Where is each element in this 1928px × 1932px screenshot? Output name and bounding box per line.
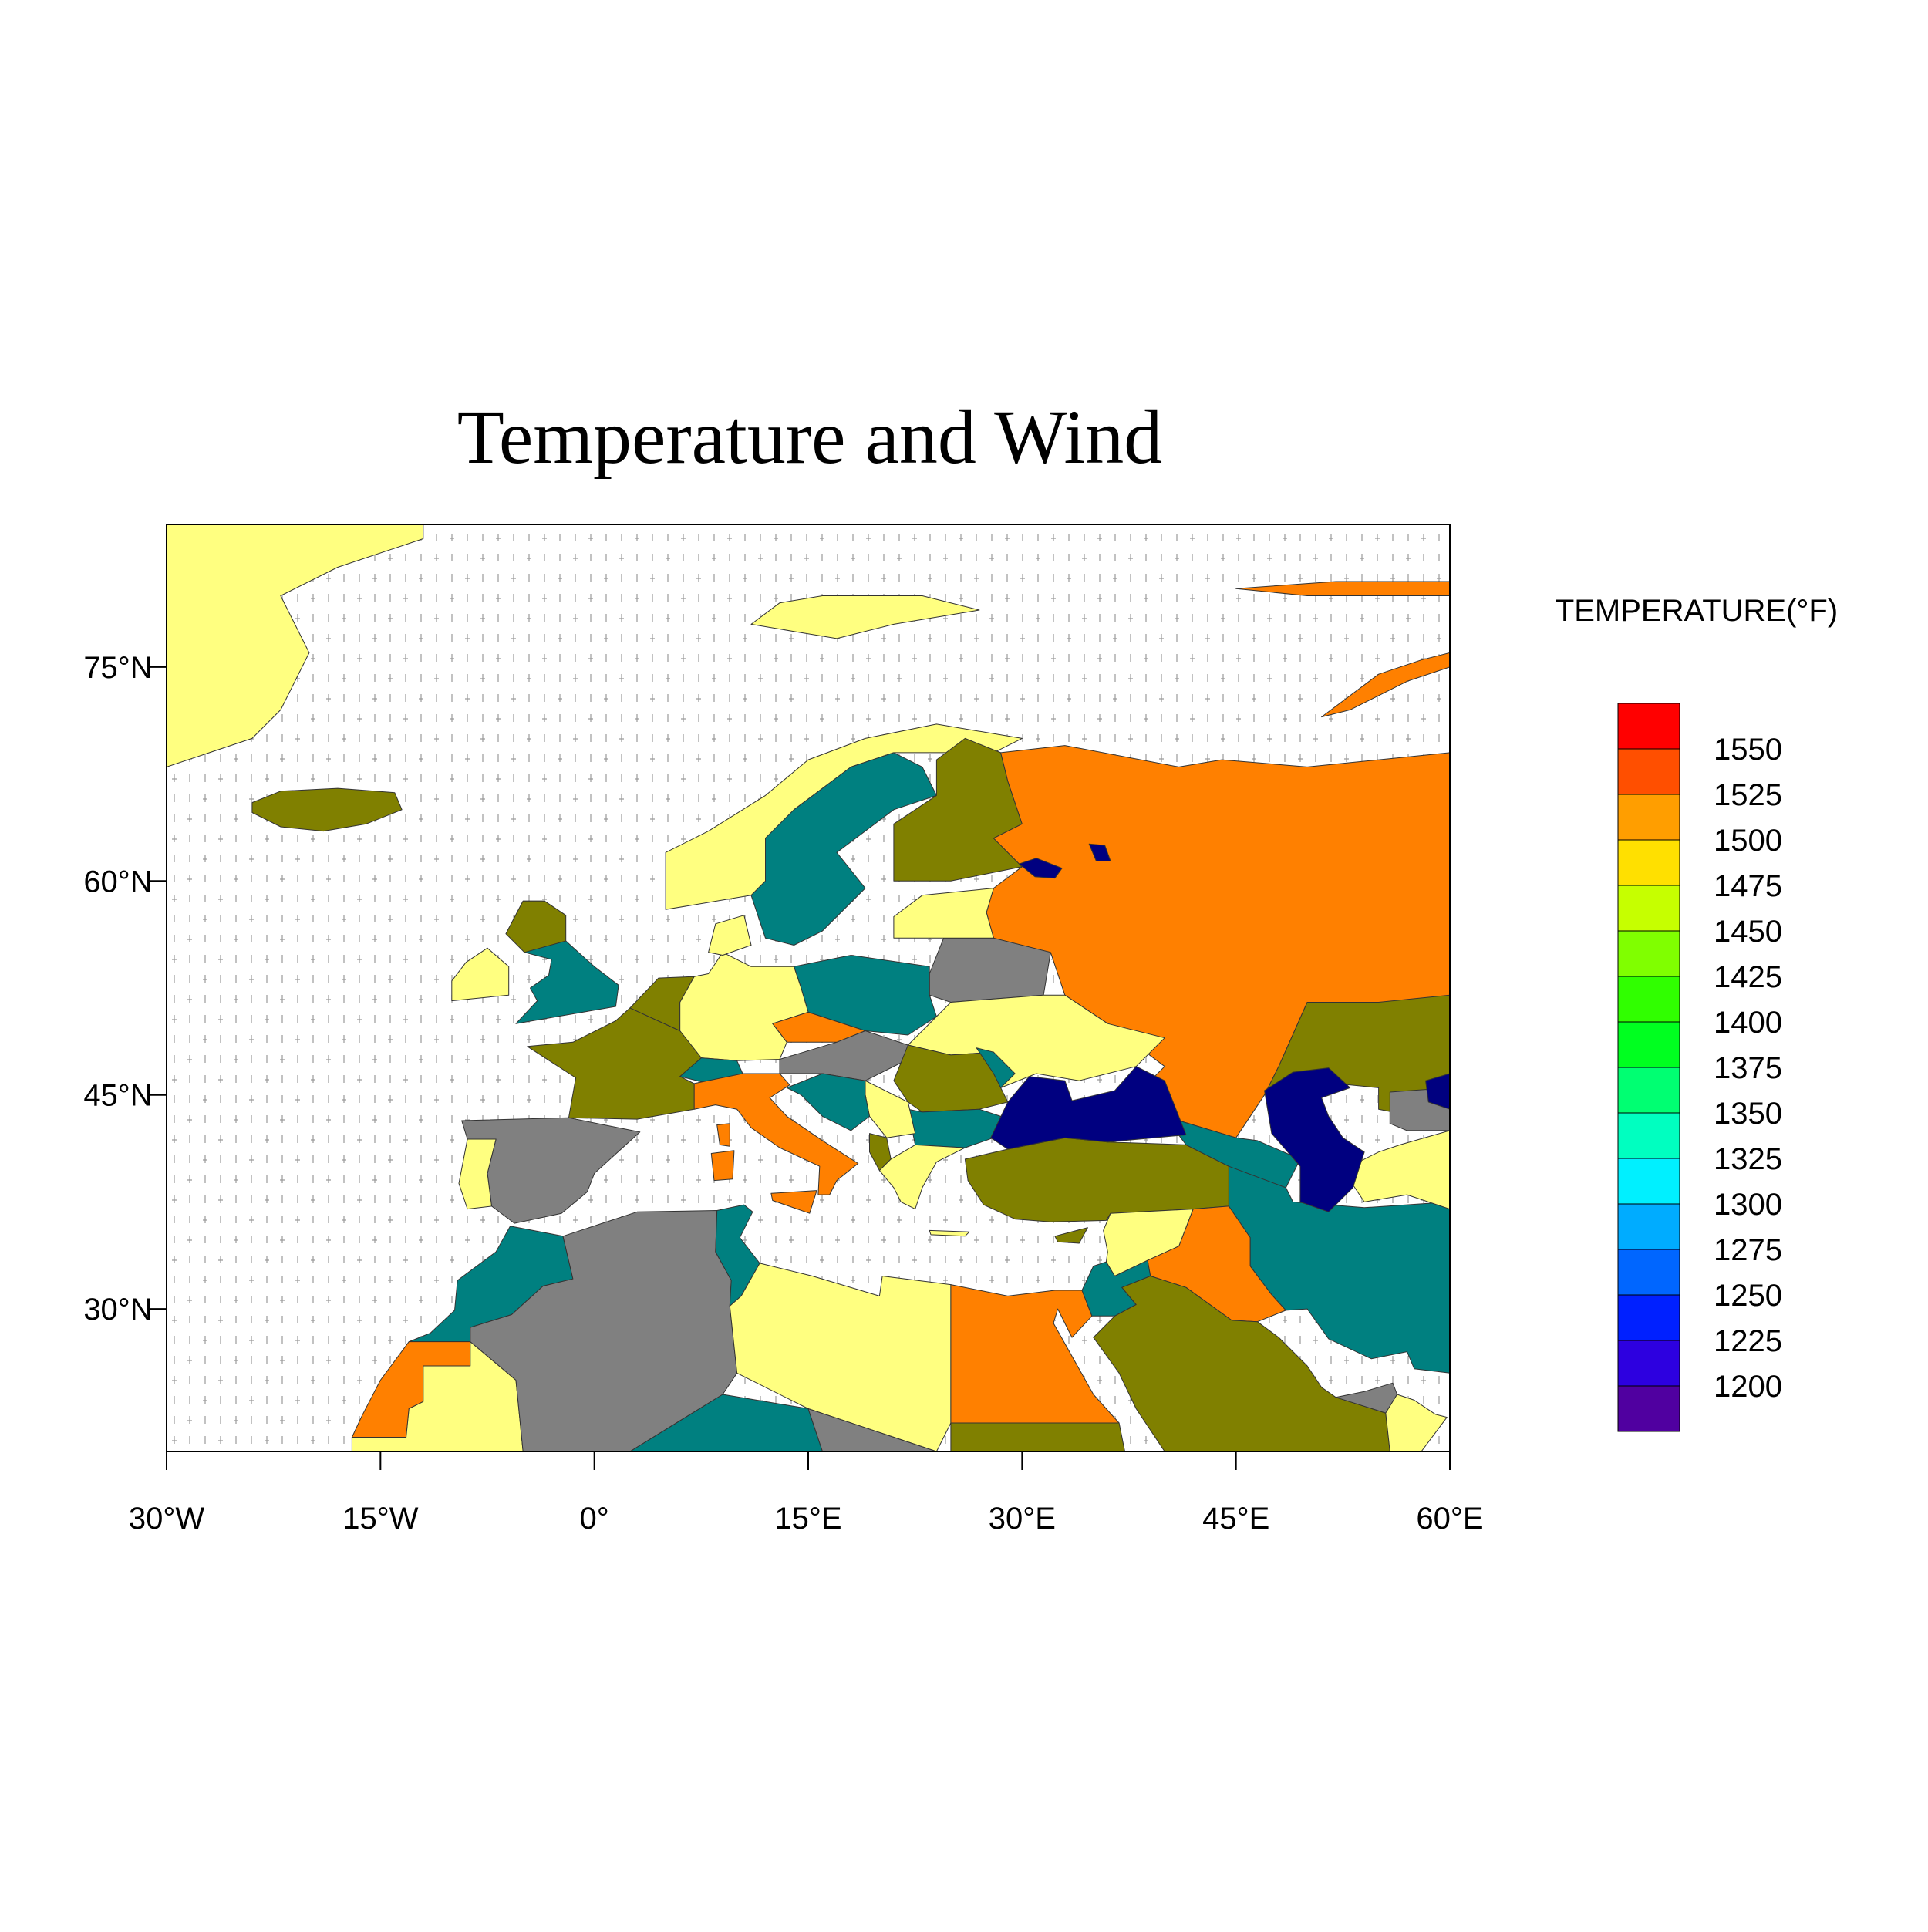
region-uae xyxy=(1335,1382,1398,1414)
region-baltics xyxy=(893,888,994,939)
region-greenland xyxy=(167,524,424,767)
region-moldova xyxy=(976,1047,1016,1088)
x-tick-label: 45°E xyxy=(1202,1502,1269,1536)
plot-title: Temperature and Wind xyxy=(457,394,1163,480)
x-tick-label: 30°W xyxy=(129,1502,204,1536)
legend-swatch xyxy=(1617,1021,1680,1068)
x-tick-label: 15°W xyxy=(342,1502,418,1536)
region-sicily xyxy=(770,1190,817,1214)
legend-swatch xyxy=(1617,1067,1680,1114)
legend-swatch xyxy=(1617,1385,1680,1432)
region-lake-onega xyxy=(1088,843,1111,861)
x-tick-label: 15°E xyxy=(774,1502,841,1536)
region-sardinia xyxy=(710,1150,735,1182)
axis-ticks: 75°N 60°N 45°N 30°N 30°W 15°W 0° 15°E 30°E 45°E 60… xyxy=(83,651,1483,1536)
legend-swatch xyxy=(1617,1158,1680,1205)
legend-label: 1550 xyxy=(1714,733,1782,767)
region-lake-ladoga xyxy=(1019,858,1063,879)
region-oman xyxy=(1385,1394,1448,1452)
legend-label: 1525 xyxy=(1714,778,1782,812)
legend-swatch xyxy=(1617,976,1680,1023)
country-regions xyxy=(167,524,1450,1452)
y-tick-label: 30°N xyxy=(83,1293,152,1327)
legend-label: 1425 xyxy=(1714,960,1782,994)
region-chad xyxy=(807,1408,937,1452)
region-iceland xyxy=(251,787,403,832)
legend-swatch xyxy=(1617,794,1680,841)
region-benelux xyxy=(629,976,695,1031)
region-scotland xyxy=(505,900,567,953)
region-belarus xyxy=(929,937,1051,1003)
legend-label: 1350 xyxy=(1714,1097,1782,1131)
region-aral-sea xyxy=(1425,1073,1450,1110)
y-tick-label: 60°N xyxy=(83,865,152,899)
legend-label: 1475 xyxy=(1714,869,1782,903)
legend-swatch xyxy=(1617,1340,1680,1387)
legend-swatch xyxy=(1617,748,1680,795)
region-caspian-sea xyxy=(1264,1067,1365,1212)
region-turkmenistan xyxy=(1350,1130,1450,1210)
legend-label: 1325 xyxy=(1714,1142,1782,1176)
region-libya xyxy=(729,1263,952,1452)
legend-label: 1275 xyxy=(1714,1233,1782,1267)
region-sudan xyxy=(950,1422,1125,1452)
region-svalbard xyxy=(750,595,980,639)
region-corsica xyxy=(716,1123,730,1147)
legend-swatch xyxy=(1617,1294,1680,1341)
y-tick-label: 45°N xyxy=(83,1079,152,1113)
legend: TEMPERATURE(°F) 1550 1525 1500 1475 1450 1425… xyxy=(1556,594,1838,1432)
region-cyprus xyxy=(1054,1227,1088,1244)
legend-label: 1300 xyxy=(1714,1188,1782,1222)
legend-label: 1400 xyxy=(1714,1006,1782,1040)
legend-label: 1500 xyxy=(1714,824,1782,858)
legend-label: 1200 xyxy=(1714,1370,1782,1404)
region-franz-josef xyxy=(1235,581,1450,596)
region-croatia-bosnia xyxy=(786,1073,870,1131)
x-tick-label: 60°E xyxy=(1416,1502,1483,1536)
region-saudi-arabia xyxy=(1093,1276,1390,1452)
region-italy xyxy=(693,1073,859,1195)
legend-swatch xyxy=(1617,1112,1680,1159)
legend-label: 1375 xyxy=(1714,1051,1782,1085)
legend-swatch xyxy=(1617,703,1680,750)
map-frame xyxy=(166,524,1451,1452)
region-denmark xyxy=(708,915,752,956)
x-tick-label: 0° xyxy=(580,1502,609,1536)
legend-swatch xyxy=(1617,930,1680,977)
region-portugal xyxy=(458,1138,497,1210)
legend-swatch xyxy=(1617,1249,1680,1296)
region-romania xyxy=(893,1044,1009,1113)
legend-swatch xyxy=(1617,885,1680,932)
region-crete xyxy=(929,1229,970,1237)
region-ireland xyxy=(451,947,510,1002)
legend-swatch xyxy=(1617,839,1680,886)
region-greece xyxy=(878,1144,966,1210)
region-iran xyxy=(1228,1165,1450,1374)
legend-label: 1250 xyxy=(1714,1279,1782,1313)
x-tick-label: 30°E xyxy=(989,1502,1056,1536)
legend-swatch xyxy=(1617,1203,1680,1250)
legend-label: 1225 xyxy=(1714,1324,1782,1358)
legend-colorbar: 1550 1525 1500 1475 1450 1425 1400 1375 1350 1325… xyxy=(1617,703,1782,1432)
legend-label: 1450 xyxy=(1714,915,1782,949)
region-novaya-zemlya xyxy=(1321,652,1450,718)
region-black-sea xyxy=(990,1066,1187,1150)
legend-title: TEMPERATURE(°F) xyxy=(1556,594,1838,628)
y-tick-label: 75°N xyxy=(83,651,152,685)
